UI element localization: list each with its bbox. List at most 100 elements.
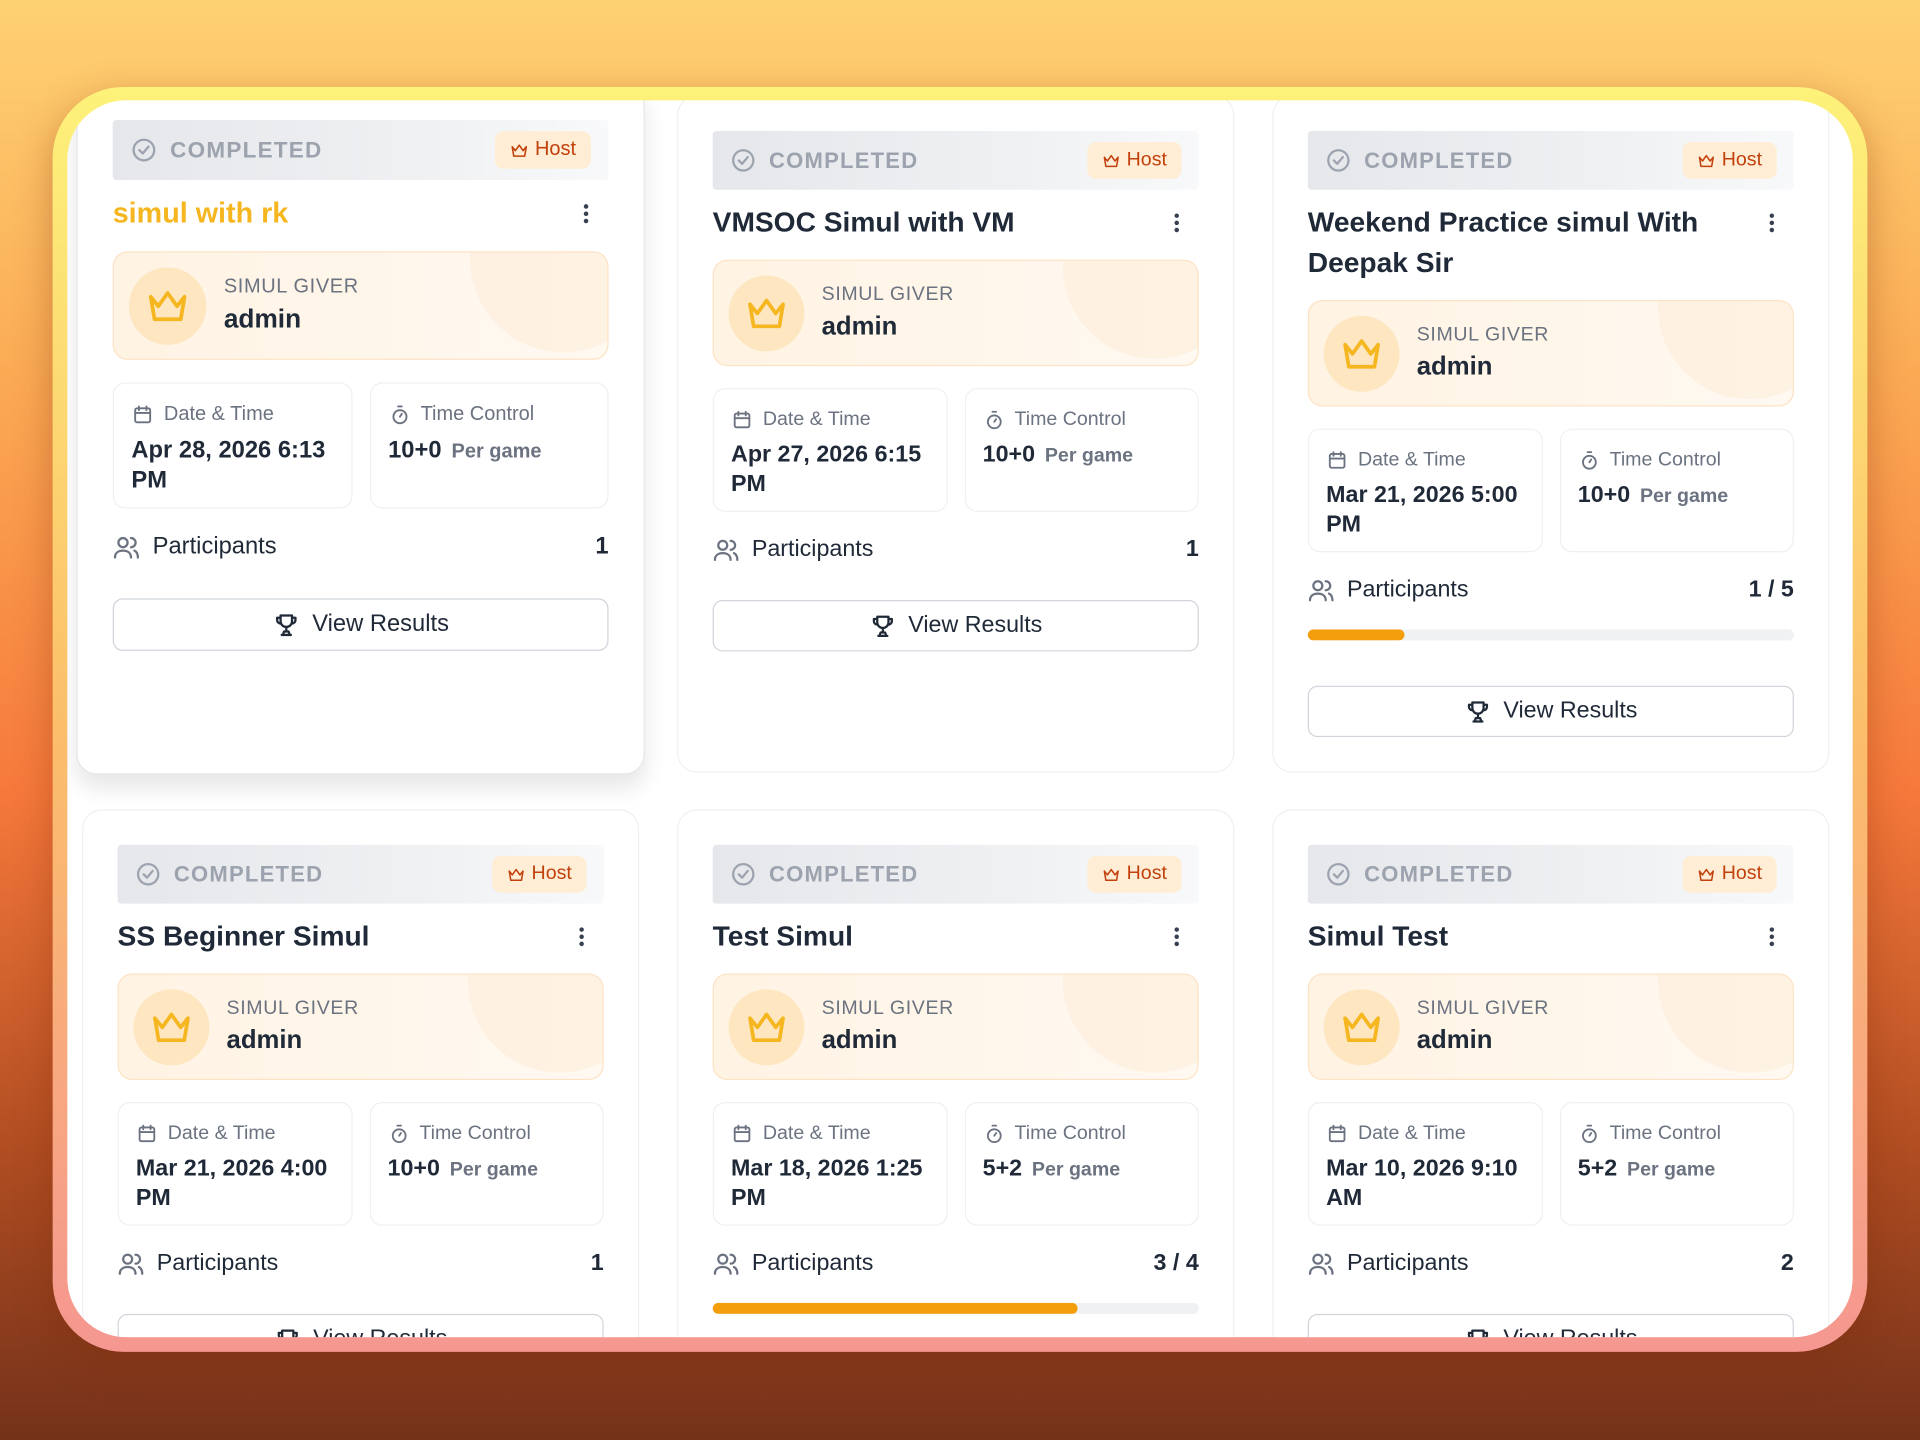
tc-unit: Per game xyxy=(1639,486,1729,507)
tc-value: 10+0 xyxy=(387,1155,440,1182)
tc-label-row: Time Control xyxy=(388,404,590,426)
status-label: COMPLETED xyxy=(1364,861,1514,886)
date-label-row: Date & Time xyxy=(1326,1123,1524,1145)
tc-row: 5+2 Per game xyxy=(1578,1155,1776,1186)
timer-icon xyxy=(986,1124,1002,1144)
view-results-button[interactable]: View Results xyxy=(112,598,609,651)
giver-label: SIMUL GIVER xyxy=(821,284,954,305)
giver-panel: SIMUL GIVER admin xyxy=(712,259,1199,367)
progress-track xyxy=(1307,629,1794,641)
check-icon xyxy=(1327,863,1350,886)
giver-panel: SIMUL GIVER admin xyxy=(117,973,604,1080)
menu-button[interactable] xyxy=(569,916,593,956)
giver-panel: SIMUL GIVER admin xyxy=(712,973,1199,1080)
date-label: Date & Time xyxy=(762,1122,871,1144)
card-title: Weekend Practice simul With Deepak Sir xyxy=(1307,205,1699,278)
tc-value: 5+2 xyxy=(982,1155,1023,1182)
timer-icon xyxy=(986,410,1002,430)
tc-unit: Per game xyxy=(1031,1159,1121,1181)
date-box: Date & Time Apr 28, 2026 6:13 PM xyxy=(112,382,352,509)
time-control-box: Time Control 5+2 Per game xyxy=(964,1102,1199,1226)
crown-icon xyxy=(1698,868,1715,881)
kebab-icon xyxy=(1769,212,1775,232)
view-results-button[interactable]: View Results xyxy=(1307,1313,1794,1338)
status-bar: COMPLETED Host xyxy=(712,131,1199,190)
menu-button[interactable] xyxy=(1760,202,1784,242)
trophy-icon xyxy=(1467,1329,1488,1338)
status-bar: COMPLETED Host xyxy=(712,844,1199,904)
menu-button[interactable] xyxy=(1760,916,1784,956)
giver-text: SIMUL GIVER admin xyxy=(1417,998,1549,1056)
menu-button[interactable] xyxy=(1164,202,1188,242)
tc-unit: Per game xyxy=(1044,445,1134,467)
check-icon xyxy=(732,149,755,172)
giver-label: SIMUL GIVER xyxy=(223,276,359,298)
simul-card: COMPLETED Host Weekend Practice simul With… xyxy=(1272,100,1830,773)
giver-name: admin xyxy=(223,304,302,334)
calendar-icon xyxy=(733,410,751,429)
tc-value: 10+0 xyxy=(982,442,1036,468)
time-control-box: Time Control 10+0 Per game xyxy=(964,388,1199,512)
menu-button[interactable] xyxy=(1164,916,1188,956)
crown-icon xyxy=(748,1012,785,1042)
tc-label: Time Control xyxy=(419,1122,531,1144)
crown-icon xyxy=(748,298,785,328)
date-value: Apr 27, 2026 6:15 PM xyxy=(731,442,922,498)
simul-card: COMPLETED Host Simul Test SIMUL GIVER admin D… xyxy=(1272,809,1830,1338)
tc-label-row: Time Control xyxy=(983,1123,1181,1145)
crown-avatar xyxy=(728,274,805,351)
giver-name: admin xyxy=(821,312,898,341)
status-label: COMPLETED xyxy=(173,861,324,886)
tc-label: Time Control xyxy=(1609,1122,1722,1144)
crown-icon xyxy=(1698,154,1715,167)
giver-text: SIMUL GIVER admin xyxy=(822,998,954,1056)
users-icon xyxy=(1308,580,1334,602)
giver-text: SIMUL GIVER admin xyxy=(227,998,359,1056)
giver-name: admin xyxy=(226,1026,303,1055)
card-grid: COMPLETED Host simul with rk SIMUL GIVER adm… xyxy=(76,100,1830,1338)
view-results-button[interactable]: View Results xyxy=(1307,685,1794,738)
date-label: Date & Time xyxy=(1357,449,1466,471)
participants-label: Participants xyxy=(1346,1250,1469,1276)
badge-label: Host xyxy=(1721,149,1763,171)
host-badge: Host xyxy=(1682,855,1777,893)
button-label: View Results xyxy=(1503,697,1638,724)
screen: COMPLETED Host simul with rk SIMUL GIVER adm… xyxy=(67,100,1853,1338)
date-label-row: Date & Time xyxy=(131,404,333,426)
kebab-icon xyxy=(1174,926,1179,946)
date-value: Mar 21, 2026 5:00 PM xyxy=(1326,482,1518,538)
giver-panel: SIMUL GIVER admin xyxy=(1307,973,1794,1080)
button-label: View Results xyxy=(313,1326,447,1337)
menu-button[interactable] xyxy=(574,193,599,234)
card-header: SS Beginner Simul xyxy=(118,916,604,956)
crown-icon xyxy=(153,1012,190,1042)
card-header: Weekend Practice simul With Deepak Sir xyxy=(1308,202,1794,283)
check-icon xyxy=(136,863,160,886)
timer-icon xyxy=(391,1124,406,1144)
simul-card: COMPLETED Host Test Simul SIMUL GIVER admin D… xyxy=(677,809,1235,1338)
trophy-icon xyxy=(277,1329,298,1338)
crown-icon xyxy=(1103,868,1119,881)
info-grid: Date & Time Mar 21, 2026 5:00 PM Time Cont… xyxy=(1307,428,1794,553)
progress-fill xyxy=(712,1302,1078,1314)
users-icon xyxy=(118,1253,144,1275)
date-label: Date & Time xyxy=(167,1122,276,1144)
tc-label-row: Time Control xyxy=(983,409,1181,431)
participants-label: Participants xyxy=(152,533,277,560)
button-label: View Results xyxy=(312,610,449,638)
giver-label: SIMUL GIVER xyxy=(226,997,359,1019)
participants-count: 1 / 5 xyxy=(1748,576,1794,603)
card-title: SS Beginner Simul xyxy=(117,919,370,952)
date-value: Mar 21, 2026 4:00 PM xyxy=(135,1155,328,1212)
badge-label: Host xyxy=(534,138,577,161)
giver-text: SIMUL GIVER admin xyxy=(224,276,359,335)
calendar-icon xyxy=(1328,1124,1346,1143)
trophy-icon xyxy=(275,614,297,637)
view-results-button[interactable]: View Results xyxy=(117,1313,604,1338)
card-title: Test Simul xyxy=(712,919,853,952)
tc-row: 10+0 Per game xyxy=(983,441,1181,472)
view-results-button[interactable]: View Results xyxy=(712,600,1199,652)
trophy-icon xyxy=(1467,701,1488,723)
giver-panel: SIMUL GIVER admin xyxy=(112,251,609,360)
